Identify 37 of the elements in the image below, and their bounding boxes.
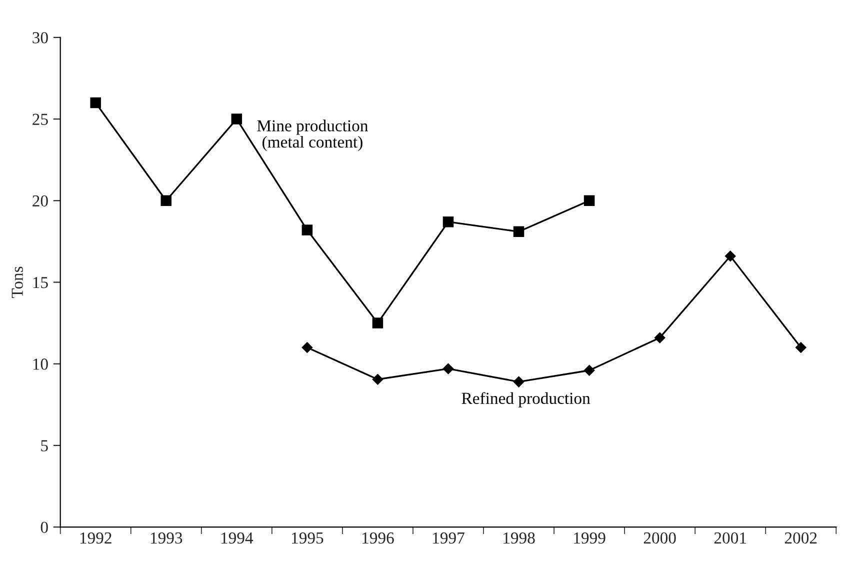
x-tick-label: 1993	[150, 532, 182, 544]
point	[795, 342, 806, 353]
y-tick-label: 0	[40, 522, 48, 533]
y-tick-label: 25	[32, 114, 48, 125]
x-tick-label: 2002	[784, 532, 817, 544]
x-tick-label: 1995	[292, 532, 324, 544]
y-tick-label: 15	[33, 277, 48, 288]
point	[442, 216, 454, 228]
point	[513, 226, 524, 238]
point	[302, 342, 313, 353]
x-tick-label: 1994	[221, 532, 254, 544]
y-tick-label: 20	[32, 195, 48, 207]
point	[231, 114, 242, 124]
point	[724, 250, 736, 262]
point	[302, 224, 313, 236]
point	[442, 363, 454, 374]
x-tick-label: 1999	[574, 532, 606, 544]
y-tick-label: 10	[33, 358, 48, 370]
point	[90, 97, 101, 108]
point	[160, 195, 172, 206]
point	[513, 376, 524, 388]
y-axis-title: Tons	[12, 266, 23, 298]
series-label: Refined production	[462, 392, 590, 408]
x-tick-label: 1998	[504, 532, 535, 544]
point	[372, 374, 384, 385]
point	[372, 318, 384, 328]
point	[584, 195, 595, 206]
x-tick-label: 1996	[362, 532, 394, 544]
x-tick-label: 2000	[644, 532, 676, 544]
x-tick-label: 2001	[714, 532, 746, 544]
x-tick-label: 1997	[433, 532, 464, 544]
point	[584, 364, 595, 376]
series-label: Mine production (metal content)	[257, 120, 368, 152]
y-tick-label: 30	[32, 32, 48, 44]
point	[654, 332, 666, 344]
x-tick-label: 1992	[80, 532, 112, 544]
y-tick-label: 5	[41, 440, 48, 452]
